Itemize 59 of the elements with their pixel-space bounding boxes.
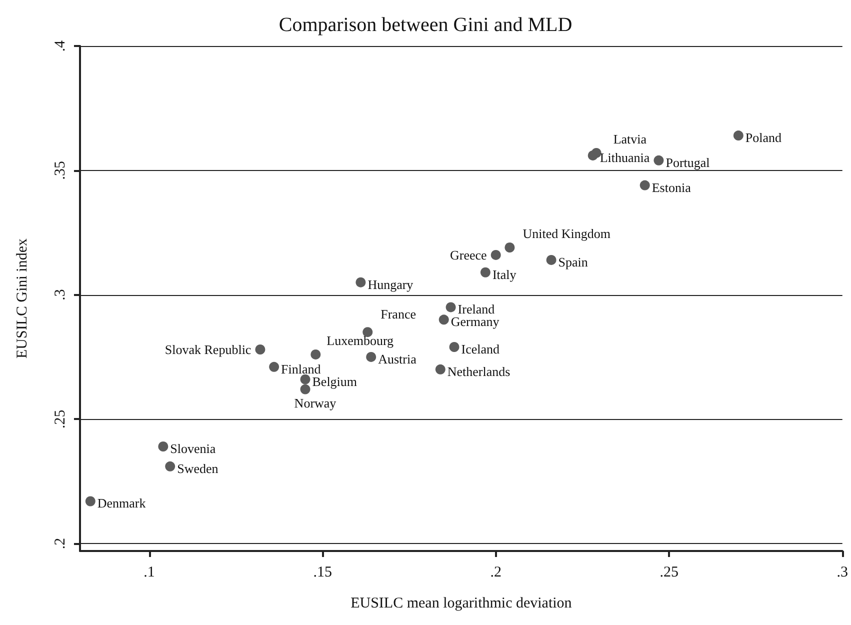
x-tick-label: .3 [836, 564, 848, 580]
x-axis-title: EUSILC mean logarithmic deviation [350, 596, 572, 612]
point [300, 384, 310, 394]
point [435, 364, 446, 374]
point [269, 362, 280, 372]
x-tick-label: .15 [313, 564, 332, 580]
point [366, 352, 376, 362]
point [546, 254, 556, 265]
annotation: Denmark [97, 496, 146, 511]
annotation: Sweden [177, 460, 219, 476]
annotation: Estonia [652, 180, 692, 195]
annotation: Portugal [666, 154, 710, 170]
point [300, 374, 310, 384]
point [480, 267, 490, 278]
annotation: Ireland [458, 302, 496, 317]
point [438, 314, 449, 325]
y-axis-title: EUSILC Gini index [14, 238, 30, 358]
annotation: Luxembourg [326, 332, 394, 348]
annotation: United Kingdom [522, 226, 610, 242]
point [158, 442, 168, 452]
annotation: Poland [745, 130, 782, 146]
annotation: Hungary [368, 276, 414, 292]
annotation: Slovak Republic [164, 342, 252, 357]
annotation: Germany [450, 314, 500, 330]
annotation: Italy [492, 266, 517, 282]
y-tick-label: .4 [52, 40, 68, 52]
y-tick-label: .35 [52, 161, 68, 180]
point [504, 242, 515, 252]
annotation: Netherlands [447, 364, 510, 379]
annotation: Norway [294, 395, 337, 410]
point [255, 344, 266, 354]
annotation: Lithuania [600, 150, 650, 165]
point [733, 130, 744, 141]
point [588, 150, 598, 160]
y-tick-label: .2 [52, 538, 68, 550]
annotation: Belgium [312, 374, 358, 389]
annotation: Slovenia [170, 441, 216, 456]
annotation: Finland [281, 361, 322, 376]
point [446, 302, 456, 312]
x-tick-label: .1 [144, 564, 155, 580]
y-tick-label: .3 [52, 289, 68, 300]
point [165, 461, 176, 472]
annotation: France [380, 306, 416, 322]
annotation: Greece [450, 247, 488, 262]
x-tick-label: .25 [660, 564, 678, 580]
point [310, 349, 321, 360]
chart-title: Comparison between Gini and MLD [278, 14, 572, 36]
annotation: Latvia [613, 131, 647, 146]
point [449, 342, 460, 352]
point [654, 155, 664, 166]
annotation: Spain [558, 254, 588, 270]
annotation: Austria [378, 351, 417, 366]
point [490, 250, 501, 260]
annotation: Iceland [461, 342, 500, 357]
point [85, 496, 96, 506]
point [356, 277, 366, 288]
x-tick-label: .2 [490, 564, 502, 580]
y-tick-label: .25 [52, 410, 68, 429]
point [640, 180, 650, 190]
